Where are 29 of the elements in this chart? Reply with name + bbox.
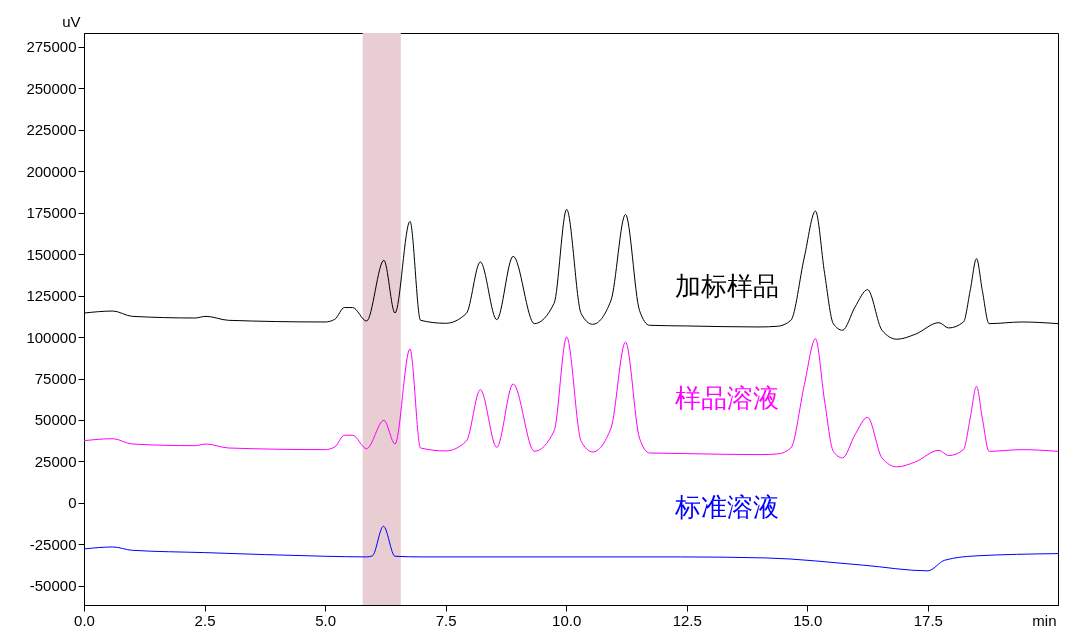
y-tick-label: 75000 — [34, 370, 77, 388]
x-tick-label: 2.5 — [194, 611, 216, 629]
x-tick-label: 7.5 — [435, 611, 457, 629]
y-tick-label: 225000 — [26, 121, 77, 139]
line-series — [84, 525, 1058, 572]
x-tick-label: 17.5 — [913, 611, 943, 629]
x-tick-label: 5.0 — [315, 611, 337, 629]
y-tick-label: 25000 — [34, 452, 77, 470]
series-label: 标准溶液 — [673, 491, 779, 522]
line-series — [84, 336, 1058, 468]
x-tick-label: 15.0 — [793, 611, 823, 629]
x-tick-label: 12.5 — [672, 611, 702, 629]
y-tick-label: 175000 — [26, 204, 77, 222]
series-label: 样品溶液 — [674, 382, 779, 413]
y-tick-label: 150000 — [26, 245, 77, 263]
y-axis-title: uV — [62, 12, 81, 30]
y-tick-label: 100000 — [26, 328, 77, 346]
x-axis-title: min — [1032, 611, 1057, 629]
x-tick-label: 0.0 — [74, 611, 95, 629]
series-label: 加标样品 — [674, 270, 779, 301]
y-tick-label: -50000 — [29, 577, 77, 595]
y-tick-label: -25000 — [29, 535, 77, 553]
y-tick-label: 125000 — [26, 287, 77, 305]
x-tick-label: 10.0 — [552, 611, 582, 629]
y-tick-label: 250000 — [26, 79, 77, 97]
y-tick-label: 0 — [68, 494, 77, 512]
y-tick-label: 200000 — [26, 162, 77, 180]
y-tick-label: 275000 — [26, 38, 77, 56]
y-tick-label: 50000 — [34, 411, 77, 429]
